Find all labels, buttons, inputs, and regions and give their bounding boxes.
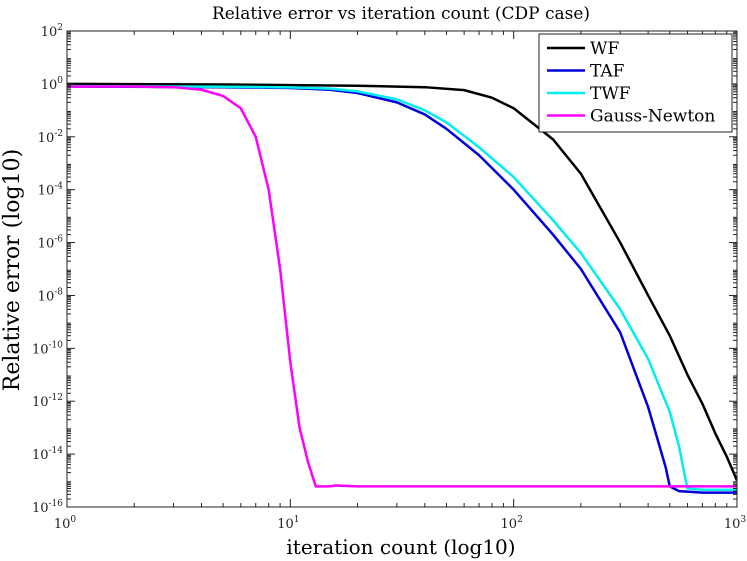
y-tick-label: 100 [41, 76, 64, 93]
legend-label-taf: TAF [590, 62, 625, 82]
y-tick-label: 10-4 [38, 182, 64, 199]
legend-label-wf: WF [590, 39, 619, 59]
series-line-gauss-newton [67, 85, 737, 488]
legend-label-twf: TWF [590, 84, 631, 104]
x-axis-label: iteration count (log10) [286, 535, 515, 559]
x-tick-label: 103 [724, 515, 747, 532]
y-tick-label: 10-2 [38, 129, 63, 146]
series-line-twf [67, 84, 737, 491]
plot-area: 100 101 102 103 102 100 10-2 10-4 10-6 10-8 10-10 1… [32, 23, 746, 532]
chart-title: Relative error vs iteration count (CDP c… [212, 4, 590, 24]
y-tick-label: 10-12 [32, 393, 63, 410]
y-tick-label: 10-10 [32, 340, 63, 357]
axes-box [66, 30, 738, 508]
x-tick-label: 101 [277, 515, 299, 532]
y-axis-label: Relative error (log10) [0, 149, 25, 391]
y-tick-label: 10-16 [32, 499, 63, 516]
x-tick-label: 102 [501, 515, 523, 532]
y-tick-label: 10-14 [32, 446, 63, 463]
series-line-wf [67, 82, 737, 482]
y-tick-label: 102 [41, 23, 63, 40]
x-tick-label: 100 [54, 515, 77, 532]
y-tick-label: 10-8 [38, 287, 64, 304]
y-tick-label: 10-6 [38, 235, 64, 252]
legend-label-gauss-newton: Gauss-Newton [590, 107, 715, 127]
